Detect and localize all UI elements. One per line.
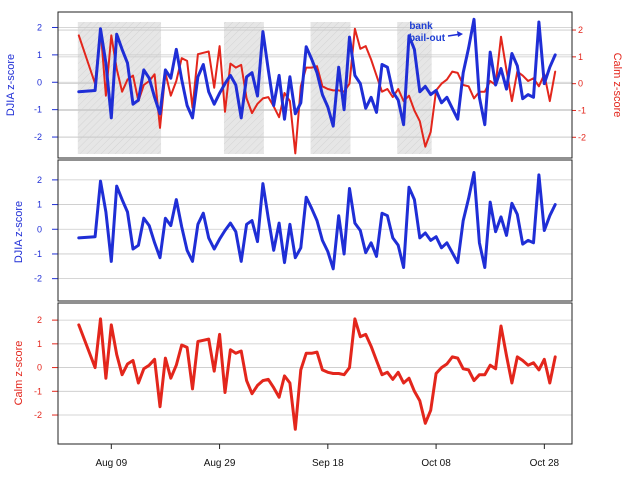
calm-series-line-top xyxy=(77,27,557,155)
xtick-label: Aug 29 xyxy=(204,458,236,469)
panel-0-ytick-left: 0 xyxy=(37,77,42,87)
panel-0-ytick-left: -1 xyxy=(34,105,42,115)
top-ylabel-left: DJIA z-score xyxy=(5,54,17,116)
panel-1-ytick-left: -2 xyxy=(34,274,42,284)
panel-2-ytick-left: -1 xyxy=(34,386,42,396)
panel-2-ytick-left: 1 xyxy=(37,339,42,349)
xtick-label: Oct 08 xyxy=(421,458,451,469)
panel-1-ytick-left: 2 xyxy=(37,175,42,185)
annotation-arrowhead xyxy=(457,31,463,37)
panel-0-ytick-right: 1 xyxy=(578,52,583,62)
xtick-label: Aug 09 xyxy=(95,458,127,469)
panel-1-ytick-left: 1 xyxy=(37,200,42,210)
annotation-bail-out: bail-out xyxy=(409,33,446,44)
djia-series-line-top xyxy=(77,17,557,128)
top-ylabel-right: Calm z-score xyxy=(611,53,623,118)
panel-0-ytick-left: 1 xyxy=(37,50,42,60)
shaded-region-2 xyxy=(310,22,351,154)
panel-0-ytick-right: -2 xyxy=(578,132,586,142)
panel-0-ytick-right: -1 xyxy=(578,105,586,115)
xtick-label: Oct 28 xyxy=(530,458,560,469)
panel-0-ytick-left: -2 xyxy=(34,132,42,142)
panel-2-ytick-left: -2 xyxy=(34,410,42,420)
panel-0-ytick-right: 2 xyxy=(578,25,583,35)
annotation-bank: bank xyxy=(409,21,433,32)
djia-series-line xyxy=(77,171,557,271)
panel-2-ytick-left: 0 xyxy=(37,363,42,373)
panel-2-ytick-left: 2 xyxy=(37,315,42,325)
middle-ylabel: DJIA z-score xyxy=(13,201,25,263)
panel-0-ytick-left: 2 xyxy=(37,22,42,32)
panel-1-ytick-left: -1 xyxy=(34,249,42,259)
xtick-label: Sep 18 xyxy=(312,458,344,469)
panel-1-frame xyxy=(57,159,573,302)
calm-series-line xyxy=(77,317,557,431)
panel-0-ytick-right: 0 xyxy=(578,79,583,89)
panel-2-frame xyxy=(57,302,573,445)
panel-1-ytick-left: 0 xyxy=(37,224,42,234)
panel-0-frame xyxy=(57,11,573,159)
bottom-ylabel: Calm z-score xyxy=(13,341,25,406)
